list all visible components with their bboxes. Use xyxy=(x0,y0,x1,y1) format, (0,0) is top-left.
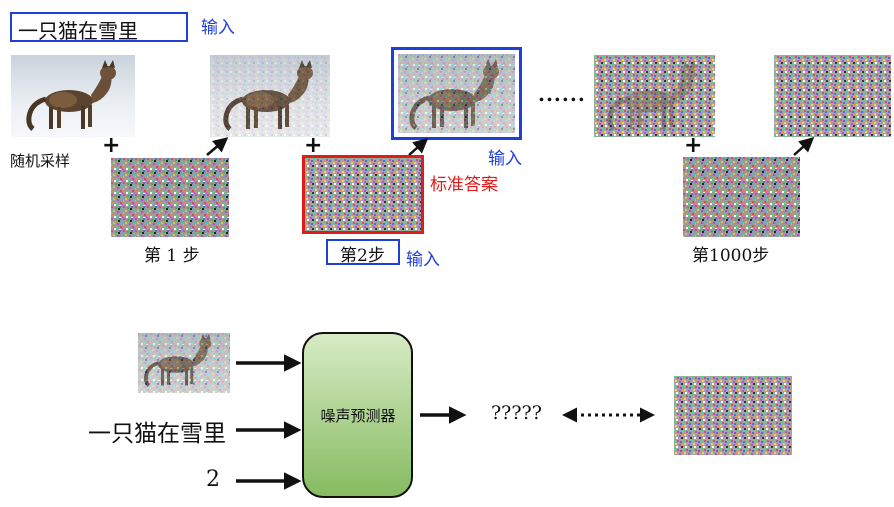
random-sample-label: 随机采样 xyxy=(10,152,71,170)
predictor-svg xyxy=(236,332,655,498)
noise-step-1000-image xyxy=(683,157,800,237)
noisy-cat-image-step-2 xyxy=(391,47,522,140)
arrow-step-1000 xyxy=(793,137,815,156)
top-arrows xyxy=(206,137,815,156)
predicted-output-label: ????? xyxy=(491,402,542,424)
prompt-box xyxy=(10,12,188,42)
arrow-step-1 xyxy=(206,137,229,156)
ellipsis: ...... xyxy=(538,82,586,106)
plus-sign-1: + xyxy=(102,133,121,158)
step-2-box xyxy=(326,239,400,265)
arrow-step-2 xyxy=(408,138,429,156)
noise-predictor-box xyxy=(302,332,413,498)
target-noise-image xyxy=(674,376,792,455)
pure-noise-image xyxy=(774,55,891,137)
prompt-input-label: 输入 xyxy=(201,18,235,38)
plus-sign-2: + xyxy=(304,133,323,158)
ground-truth-label: 标准答案 xyxy=(430,175,498,195)
step-1000-label: 第1000步 xyxy=(692,246,770,266)
predictor-step-input: 2 xyxy=(206,467,220,492)
step-2-label: 第2步 xyxy=(340,246,385,266)
noisy-image-input-label: 输入 xyxy=(488,149,522,169)
noise-step-1-image xyxy=(111,158,229,237)
noise-predictor-label: 噪声预测器 xyxy=(320,407,396,425)
cat-image-step-1 xyxy=(210,55,330,137)
plus-sign-3: + xyxy=(684,133,703,158)
clean-cat-image xyxy=(11,55,135,137)
predictor-input-image xyxy=(138,333,230,393)
step-2-input-label: 输入 xyxy=(406,250,440,270)
very-noisy-cat-image xyxy=(594,55,715,137)
prompt-text: 一只猫在雪里 xyxy=(18,19,138,43)
step-1-label: 第 1 步 xyxy=(144,246,200,266)
predictor-text-input: 一只猫在雪里 xyxy=(88,421,226,447)
noise-step-2-image xyxy=(302,155,424,234)
